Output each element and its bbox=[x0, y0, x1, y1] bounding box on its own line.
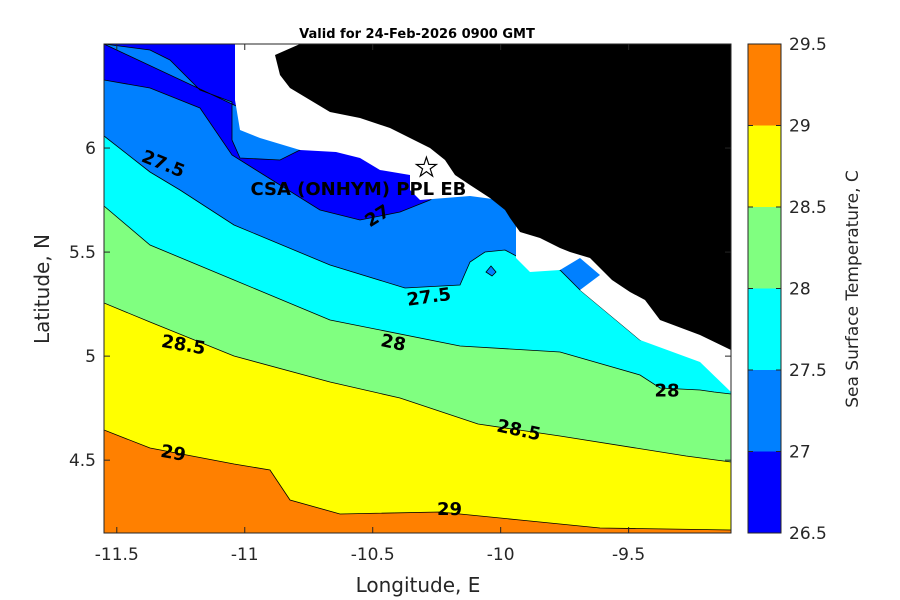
axes-box bbox=[103, 43, 732, 534]
site-label: CSA (ONHYM) PPL EB bbox=[250, 179, 466, 200]
colorbar-tick-label: 27.5 bbox=[789, 361, 827, 381]
y-ticks: 4.5 5 5.5 6 bbox=[69, 139, 731, 471]
colorbar-swatch bbox=[748, 207, 781, 289]
contour-label: 28 bbox=[379, 330, 408, 356]
colorbar-tick-label: 29.5 bbox=[789, 35, 827, 55]
y-tick-label: 5 bbox=[85, 347, 96, 367]
x-tick-label: -9.5 bbox=[612, 545, 645, 565]
colorbar-swatch bbox=[748, 451, 781, 533]
colorbar-tick-label: 26.5 bbox=[789, 524, 827, 544]
contour-label: 29 bbox=[437, 499, 462, 520]
contour-label: 29 bbox=[159, 441, 187, 466]
x-tick-label: -11 bbox=[231, 545, 259, 565]
plot-title: Valid for 24-Feb-2026 0900 GMT bbox=[299, 27, 535, 42]
colorbar-swatch bbox=[748, 370, 781, 452]
x-tick-label: -10.5 bbox=[351, 545, 395, 565]
x-axis-title: Longitude, E bbox=[356, 573, 481, 597]
y-tick-label: 4.5 bbox=[69, 451, 96, 471]
contour-label: 28 bbox=[654, 381, 679, 402]
x-tick-label: -11.5 bbox=[95, 545, 139, 565]
colorbar-swatch bbox=[748, 125, 781, 207]
colorbar-tick-label: 29 bbox=[789, 117, 811, 137]
land-mass bbox=[275, 44, 731, 350]
colorbar-tick-label: 28.5 bbox=[789, 198, 827, 218]
y-axis-title: Latitude, N bbox=[30, 234, 54, 344]
site-layer: ★ CSA (ONHYM) PPL EB bbox=[250, 152, 466, 200]
colorbar-tick-label: 27 bbox=[789, 443, 811, 463]
colorbar-title: Sea Surface Temperature, C bbox=[843, 170, 863, 408]
colorbar-tick-label: 28 bbox=[789, 280, 811, 300]
y-tick-label: 5.5 bbox=[69, 243, 96, 263]
y-tick-label: 6 bbox=[85, 139, 96, 159]
x-ticks: -11.5 -11 -10.5 -10 -9.5 bbox=[95, 44, 645, 565]
colorbar-swatch bbox=[748, 288, 781, 370]
star-icon: ★ bbox=[415, 153, 438, 183]
colorbar: 26.5 27 27.5 28 28.5 29 29.5 bbox=[748, 35, 827, 544]
colorbar-swatch bbox=[748, 44, 781, 126]
x-tick-label: -10 bbox=[487, 545, 515, 565]
colorbar-frame bbox=[747, 43, 782, 534]
small-eddy bbox=[485, 265, 497, 277]
